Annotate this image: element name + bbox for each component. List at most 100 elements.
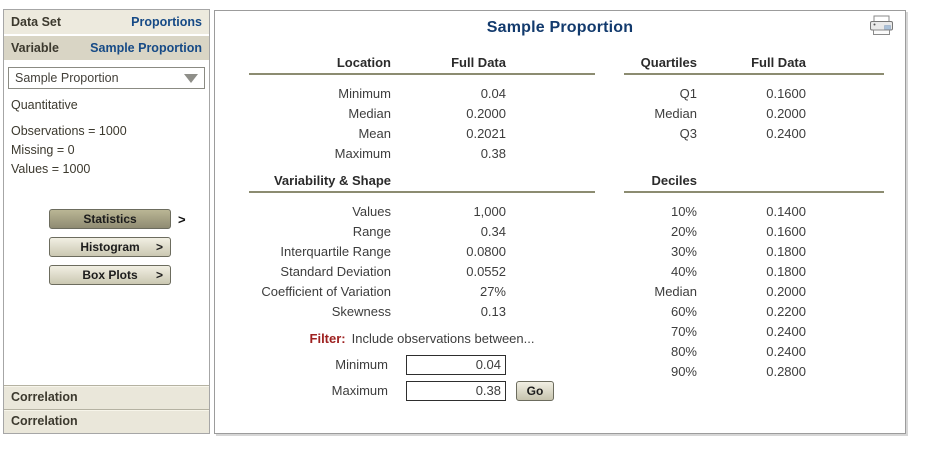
variable-dropdown-value: Sample Proportion xyxy=(15,71,119,85)
table-row: Coefficient of Variation 27% xyxy=(249,281,595,301)
divider xyxy=(249,73,595,75)
table-row: 30% 0.1800 xyxy=(624,241,884,261)
statistics-button[interactable]: Statistics xyxy=(49,209,171,229)
divider xyxy=(624,191,884,193)
quartiles-table-header: Quartiles Full Data xyxy=(624,53,884,71)
table-row: Standard Deviation 0.0552 xyxy=(249,261,595,281)
variable-row: Variable Sample Proportion xyxy=(4,36,209,62)
filter-maximum-label: Maximum xyxy=(331,383,388,398)
row-value: 0.04 xyxy=(480,85,506,101)
table-row: 70% 0.2400 xyxy=(624,321,884,341)
row-value: 0.2400 xyxy=(766,125,806,141)
variable-type-label: Quantitative xyxy=(11,98,78,112)
row-value: 0.2200 xyxy=(766,303,806,319)
table-row: 90% 0.2800 xyxy=(624,361,884,381)
statistics-button-row: Statistics > xyxy=(4,209,209,229)
filter-label: Filter: xyxy=(309,331,346,346)
histogram-button-label: Histogram xyxy=(80,240,140,254)
table-row: 20% 0.1600 xyxy=(624,221,884,241)
row-value: 0.2000 xyxy=(766,105,806,121)
box-plots-button[interactable]: Box Plots > xyxy=(49,265,171,285)
row-value: 0.2000 xyxy=(466,105,506,121)
chevron-down-icon xyxy=(184,73,198,83)
table-row: Q1 0.1600 xyxy=(624,83,884,103)
row-value: 0.2800 xyxy=(766,363,806,379)
filter-minimum-row: Minimum xyxy=(249,354,595,375)
table-row: Median 0.2000 xyxy=(249,103,595,123)
row-label: 70% xyxy=(670,323,697,339)
statistics-chevron-icon: > xyxy=(178,211,186,227)
location-table: Location Full Data Minimum 0.04 Median 0… xyxy=(249,53,595,163)
variability-table-header: Variability & Shape xyxy=(249,171,595,189)
histogram-button-row: Histogram > xyxy=(4,237,209,257)
table-row: Median 0.2000 xyxy=(624,103,884,123)
row-label: Median xyxy=(654,283,697,299)
go-button[interactable]: Go xyxy=(516,380,554,401)
row-label: Range xyxy=(352,223,391,239)
variable-info: Observations = 1000 Missing = 0 Values =… xyxy=(4,122,209,179)
row-label: 90% xyxy=(670,363,697,379)
box-plots-chevron-icon: > xyxy=(155,268,163,282)
table-row: Interquartile Range 0.0800 xyxy=(249,241,595,261)
values-line: Values = 1000 xyxy=(11,162,91,176)
location-table-header: Location Full Data xyxy=(249,53,595,71)
row-value: 0.13 xyxy=(480,303,506,319)
row-label: 80% xyxy=(670,343,697,359)
row-value: 0.1600 xyxy=(766,223,806,239)
row-label: 60% xyxy=(670,303,697,319)
row-value: 0.2400 xyxy=(766,323,806,339)
quartiles-header: Quartiles xyxy=(640,54,697,70)
divider xyxy=(249,191,595,193)
quartiles-col-header: Full Data xyxy=(751,54,806,70)
filter-text: Include observations between... xyxy=(351,331,535,346)
deciles-header: Deciles xyxy=(651,172,697,188)
row-value: 0.34 xyxy=(480,223,506,239)
location-col-header: Full Data xyxy=(451,54,506,70)
table-row: Median 0.2000 xyxy=(624,281,884,301)
table-row: 40% 0.1800 xyxy=(624,261,884,281)
row-label: Minimum xyxy=(338,85,391,101)
sidebar: Data Set Proportions Variable Sample Pro… xyxy=(3,9,210,434)
row-value: 0.2021 xyxy=(466,125,506,141)
row-label: Skewness xyxy=(331,303,391,319)
printer-icon[interactable] xyxy=(868,15,895,36)
page-title: Sample Proportion xyxy=(486,19,634,36)
statistics-button-label: Statistics xyxy=(83,212,137,226)
filter-maximum-row: Maximum Go xyxy=(249,380,595,401)
filter-minimum-input[interactable] xyxy=(406,354,506,375)
table-row: 80% 0.2400 xyxy=(624,341,884,361)
row-label: Values xyxy=(352,203,391,219)
row-label: Q1 xyxy=(679,85,697,101)
row-value: 0.2000 xyxy=(766,283,806,299)
deciles-table: Deciles 10% 0.1400 20% 0.1600 30% 0.1800… xyxy=(624,171,884,381)
row-label: Q3 xyxy=(679,125,697,141)
divider xyxy=(624,73,884,75)
row-value: 0.1600 xyxy=(766,85,806,101)
row-value: 0.0552 xyxy=(466,263,506,279)
correlation-section-2[interactable]: Correlation xyxy=(4,409,209,433)
row-value: 0.1800 xyxy=(766,243,806,259)
row-label: Median xyxy=(348,105,391,121)
row-value: 1,000 xyxy=(473,203,506,219)
row-value: 0.38 xyxy=(480,145,506,161)
row-label: 20% xyxy=(670,223,697,239)
variable-dropdown[interactable]: Sample Proportion xyxy=(8,67,205,89)
row-label: Median xyxy=(654,105,697,121)
filter-section: Filter: Include observations between... M… xyxy=(249,331,595,401)
box-plots-button-row: Box Plots > xyxy=(4,265,209,285)
variable-label: Variable xyxy=(11,41,59,55)
row-label: Mean xyxy=(358,125,391,141)
table-row: Q3 0.2400 xyxy=(624,123,884,143)
sidebar-accordion: Correlation Correlation xyxy=(4,385,209,433)
row-value: 27% xyxy=(479,283,506,299)
histogram-button[interactable]: Histogram > xyxy=(49,237,171,257)
correlation-section-1[interactable]: Correlation xyxy=(4,385,209,409)
table-row: Skewness 0.13 xyxy=(249,301,595,321)
row-label: Coefficient of Variation xyxy=(261,283,391,299)
row-label: 30% xyxy=(670,243,697,259)
filter-maximum-input[interactable] xyxy=(406,380,506,401)
row-value: 0.2400 xyxy=(766,343,806,359)
table-row: Values 1,000 xyxy=(249,201,595,221)
dataset-value-link[interactable]: Proportions xyxy=(131,15,202,29)
variable-value-link[interactable]: Sample Proportion xyxy=(90,41,202,55)
